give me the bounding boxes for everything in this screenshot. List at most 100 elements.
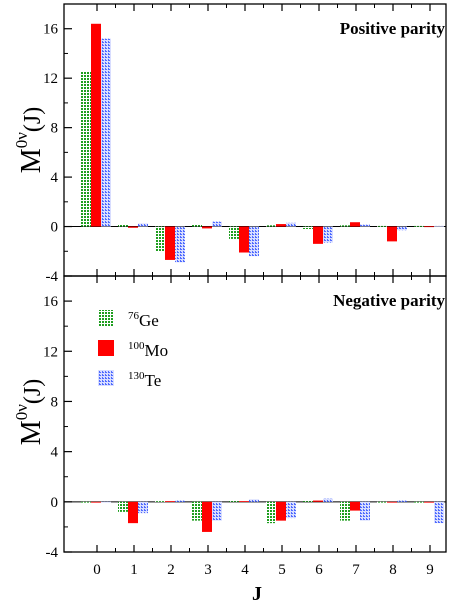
bar <box>276 224 286 227</box>
ylabel-base: M <box>16 148 47 173</box>
bar <box>360 224 370 227</box>
legend-mass-number: 130 <box>128 370 145 382</box>
bar <box>192 224 202 227</box>
legend-swatch <box>98 340 114 356</box>
bar <box>239 501 249 502</box>
legend-swatch <box>98 310 114 326</box>
ylabel-arg: (J) <box>20 379 46 404</box>
y-tick-label: 0 <box>51 220 59 236</box>
x-tick-label: 7 <box>352 562 360 578</box>
bar <box>165 501 175 502</box>
y-tick-label: 4 <box>51 170 59 186</box>
y-tick-label: -4 <box>46 269 59 285</box>
bar <box>81 72 91 227</box>
panel-positive-parity: -4 0 4 8 12 16 <box>43 3 447 285</box>
legend-mass-number: 100 <box>128 340 145 352</box>
bar <box>155 226 165 252</box>
ylabel-base: M <box>16 420 47 445</box>
bar <box>138 223 148 227</box>
bar <box>118 501 128 512</box>
bar <box>249 226 259 257</box>
bar <box>286 222 296 227</box>
bar <box>360 501 370 521</box>
bar <box>266 501 276 524</box>
x-tick-label: 1 <box>130 562 138 578</box>
y-tick-label: -4 <box>46 545 59 561</box>
bar <box>192 501 202 521</box>
bar <box>340 225 350 227</box>
bar <box>239 226 249 253</box>
x-tick-label: 8 <box>389 562 397 578</box>
bar <box>350 222 360 227</box>
bar <box>91 501 101 503</box>
bar <box>377 501 387 503</box>
bar <box>155 501 165 502</box>
bar <box>303 500 313 502</box>
bar <box>91 23 101 227</box>
bar <box>81 501 91 503</box>
bar <box>202 226 212 229</box>
y-tick-label: 12 <box>43 344 58 360</box>
y-axis-label-bottom: M0ν(J) <box>12 379 47 445</box>
x-tick-label: 5 <box>278 562 286 578</box>
bar <box>323 498 333 502</box>
legend-entry: 100Mo <box>128 340 168 360</box>
bar <box>128 501 138 524</box>
bar <box>313 500 323 502</box>
legend-element: Te <box>145 371 162 390</box>
x-axis-label: J <box>252 583 262 605</box>
bar <box>266 225 276 227</box>
bar <box>414 501 424 503</box>
bar <box>118 224 128 227</box>
bar <box>212 221 222 227</box>
ylabel-sup: 0ν <box>12 132 31 149</box>
bar <box>175 226 185 263</box>
ylabel-sup: 0ν <box>12 404 31 421</box>
bar <box>276 501 286 521</box>
bar <box>434 501 444 524</box>
plot-frame <box>63 275 447 553</box>
svg-text:M0ν(J): M0ν(J) <box>12 107 47 173</box>
bar <box>387 226 397 242</box>
bar <box>212 501 222 521</box>
y-tick-label: 8 <box>51 121 59 137</box>
bar <box>387 501 397 503</box>
x-tick-label: 9 <box>426 562 434 578</box>
bar <box>286 501 296 519</box>
y-tick-label: 0 <box>51 495 59 511</box>
bar <box>424 501 434 503</box>
legend-entry: 130Te <box>128 370 161 390</box>
bar <box>424 226 434 228</box>
y-axis-label-top: M0ν(J) <box>12 107 47 173</box>
panel-title-positive: Positive parity <box>340 19 446 38</box>
y-tick-label: 4 <box>51 445 59 461</box>
x-tick-label: 0 <box>93 562 101 578</box>
bar <box>350 501 360 511</box>
bar <box>229 226 239 239</box>
bar <box>397 226 407 231</box>
y-tick-label: 8 <box>51 394 59 410</box>
y-tick-label: 16 <box>43 22 59 38</box>
y-tick-label: 16 <box>43 294 59 310</box>
bar <box>165 226 175 260</box>
bar <box>101 38 111 227</box>
x-tick-label: 6 <box>315 562 323 578</box>
bar <box>303 226 313 230</box>
bar <box>229 500 239 502</box>
bar <box>101 501 111 503</box>
legend-swatch <box>98 370 114 386</box>
x-tick-label: 4 <box>241 562 249 578</box>
bar <box>202 501 212 532</box>
ylabel-arg: (J) <box>20 107 46 132</box>
bar <box>128 226 138 228</box>
bar <box>313 226 323 244</box>
svg-text:M0ν(J): M0ν(J) <box>12 379 47 445</box>
bar <box>175 500 185 502</box>
bar <box>434 225 444 227</box>
bar <box>397 500 407 502</box>
y-tick-label: 12 <box>43 71 58 87</box>
x-tick-label: 3 <box>204 562 212 578</box>
